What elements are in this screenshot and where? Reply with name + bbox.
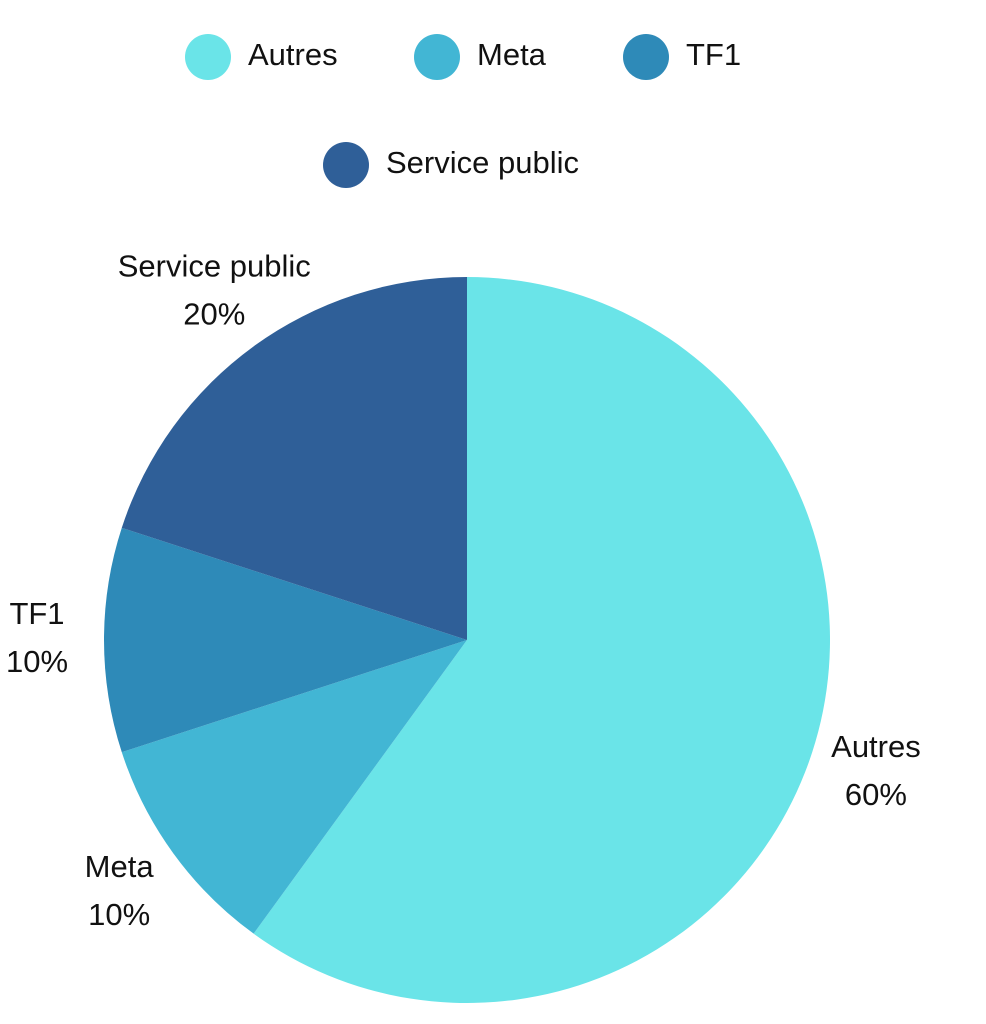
slice-label: Meta — [85, 849, 155, 884]
slice-value-label: 10% — [6, 644, 68, 679]
slice-label: Service public — [118, 248, 311, 283]
legend-swatch — [623, 34, 669, 80]
slice-value-label: 10% — [88, 897, 150, 932]
slice-value-label: 20% — [183, 296, 245, 331]
legend-swatch — [323, 142, 369, 188]
pie-slice — [253, 277, 830, 1004]
slice-label: TF1 — [9, 596, 64, 631]
legend-label: Service public — [386, 145, 579, 180]
slice-value-label: 60% — [845, 777, 907, 812]
legend-label: TF1 — [686, 37, 741, 72]
pie-slice — [104, 527, 468, 753]
legend-label: Autres — [248, 37, 338, 72]
slice-label: Autres — [831, 729, 921, 764]
pie-slice — [121, 277, 468, 640]
legend-swatch — [414, 34, 460, 80]
pie-slice — [121, 640, 468, 934]
legend-swatch — [185, 34, 231, 80]
legend-label: Meta — [477, 37, 547, 72]
